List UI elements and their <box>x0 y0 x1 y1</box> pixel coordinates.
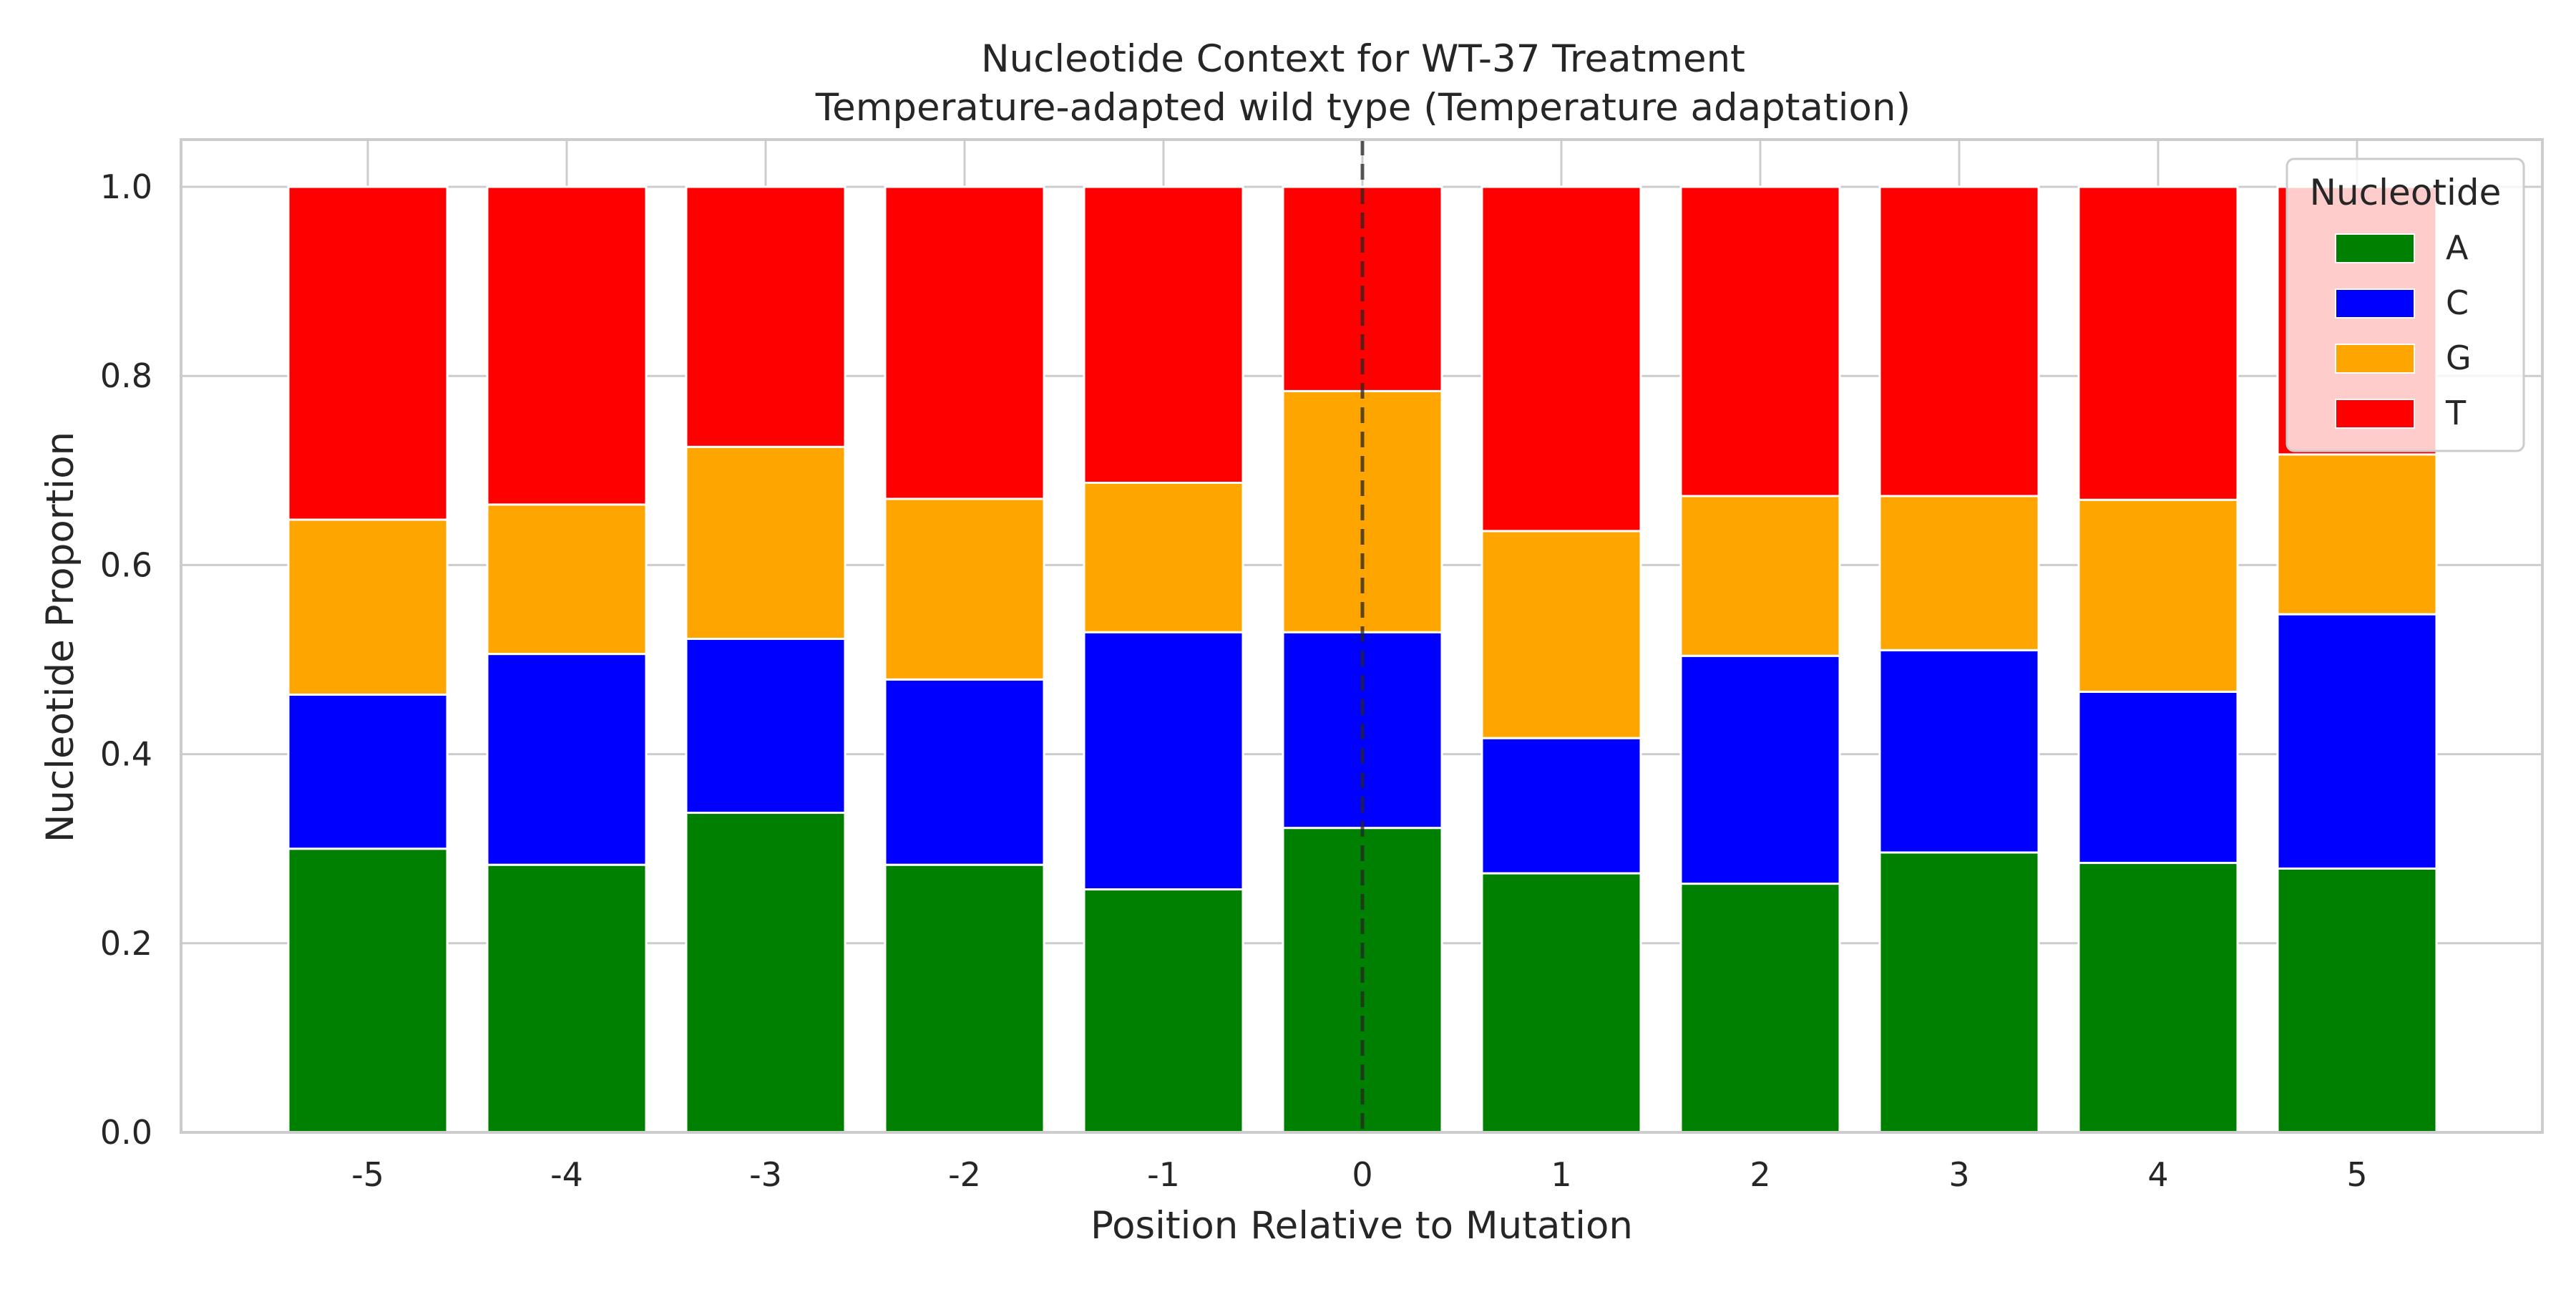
bar-segment-c <box>685 637 847 815</box>
chart-title: Nucleotide Context for WT-37 Treatment <box>981 37 1745 81</box>
legend-label-g: G <box>2446 339 2472 377</box>
bar-segment-a <box>1679 883 1841 1134</box>
legend-label-t: T <box>2445 394 2467 432</box>
x-tick-label: -4 <box>550 1155 583 1194</box>
bar-segment-g <box>1480 530 1642 739</box>
x-tick-label: 5 <box>2346 1155 2367 1194</box>
bar-segment-c <box>1083 631 1244 891</box>
bar-segment-g <box>2077 498 2239 693</box>
bar-segment-t <box>685 185 847 448</box>
x-tick-labels: -5 -4 -3 -2 -1 0 1 2 3 4 5 <box>351 1155 2368 1194</box>
legend-swatch-c <box>2335 288 2415 319</box>
bar-segment-a <box>1480 872 1642 1134</box>
y-tick-label: 0.2 <box>100 924 152 963</box>
bar-segment-a <box>1083 888 1244 1134</box>
chart-subtitle: Temperature-adapted wild type (Temperatu… <box>815 86 1911 130</box>
x-tick-label: -3 <box>749 1155 782 1194</box>
y-tick-label: 0.0 <box>100 1113 152 1152</box>
bar-segment-g <box>884 497 1045 681</box>
bar-segment-g <box>1878 495 2040 651</box>
bar-segment-t <box>1679 185 1841 497</box>
x-tick-label: 0 <box>1352 1155 1372 1194</box>
legend-swatch-g <box>2335 344 2415 374</box>
legend-swatch-a <box>2335 233 2415 263</box>
bar-segment-c <box>486 653 648 866</box>
bar-segment-c <box>1878 649 2040 854</box>
bar-segment-a <box>2077 862 2239 1134</box>
x-tick-label: 2 <box>1750 1155 1770 1194</box>
y-axis-label: Nucleotide Proportion <box>39 432 82 842</box>
x-tick-label: 1 <box>1551 1155 1571 1194</box>
y-tick-label: 1.0 <box>100 167 152 206</box>
x-tick-label: 3 <box>1948 1155 1969 1194</box>
bar-segment-t <box>1878 185 2040 497</box>
bar-layer <box>287 185 2438 1134</box>
bar-segment-g <box>287 518 449 696</box>
bar-segment-g <box>2276 453 2438 616</box>
x-tick-label: 4 <box>2147 1155 2168 1194</box>
x-tick-label: -2 <box>948 1155 981 1194</box>
bar-segment-a <box>884 863 1045 1134</box>
y-tick-label: 0.6 <box>100 545 152 584</box>
legend-swatch-t <box>2335 399 2415 429</box>
bar-segment-t <box>1480 185 1642 533</box>
bar-segment-a <box>287 847 449 1134</box>
legend-label-c: C <box>2446 283 2469 322</box>
y-tick-label: 0.8 <box>100 356 152 395</box>
bar-segment-a <box>685 812 847 1134</box>
bar-segment-c <box>1480 737 1642 875</box>
bar-segment-t <box>486 185 648 506</box>
bar-segment-c <box>884 678 1045 866</box>
x-tick-label: -5 <box>351 1155 384 1194</box>
y-tick-label: 0.4 <box>100 735 152 774</box>
bar-segment-a <box>486 863 648 1134</box>
legend-label-a: A <box>2446 228 2469 267</box>
bar-segment-g <box>1679 495 1841 657</box>
x-axis-label: Position Relative to Mutation <box>1091 1204 1633 1248</box>
plot-border <box>180 138 2544 1134</box>
y-tick-labels: 0.0 0.2 0.4 0.6 0.8 1.0 <box>100 167 152 1152</box>
bar-segment-c <box>2276 613 2438 870</box>
bar-segment-t <box>2077 185 2239 501</box>
bar-segment-t <box>1083 185 1244 485</box>
bar-segment-t <box>287 185 449 521</box>
x-tick-label: -1 <box>1147 1155 1180 1194</box>
plot-frame <box>180 138 2544 1134</box>
bar-segment-c <box>1679 654 1841 885</box>
bar-segment-g <box>486 503 648 656</box>
legend-title: Nucleotide <box>2310 172 2502 213</box>
bar-segment-g <box>1083 482 1244 633</box>
bar-segment-a <box>1878 851 2040 1134</box>
bar-segment-c <box>287 693 449 850</box>
bar-segment-c <box>2077 690 2239 865</box>
bar-segment-g <box>685 445 847 640</box>
bar-segment-a <box>2276 867 2438 1134</box>
bar-segment-t <box>884 185 1045 500</box>
